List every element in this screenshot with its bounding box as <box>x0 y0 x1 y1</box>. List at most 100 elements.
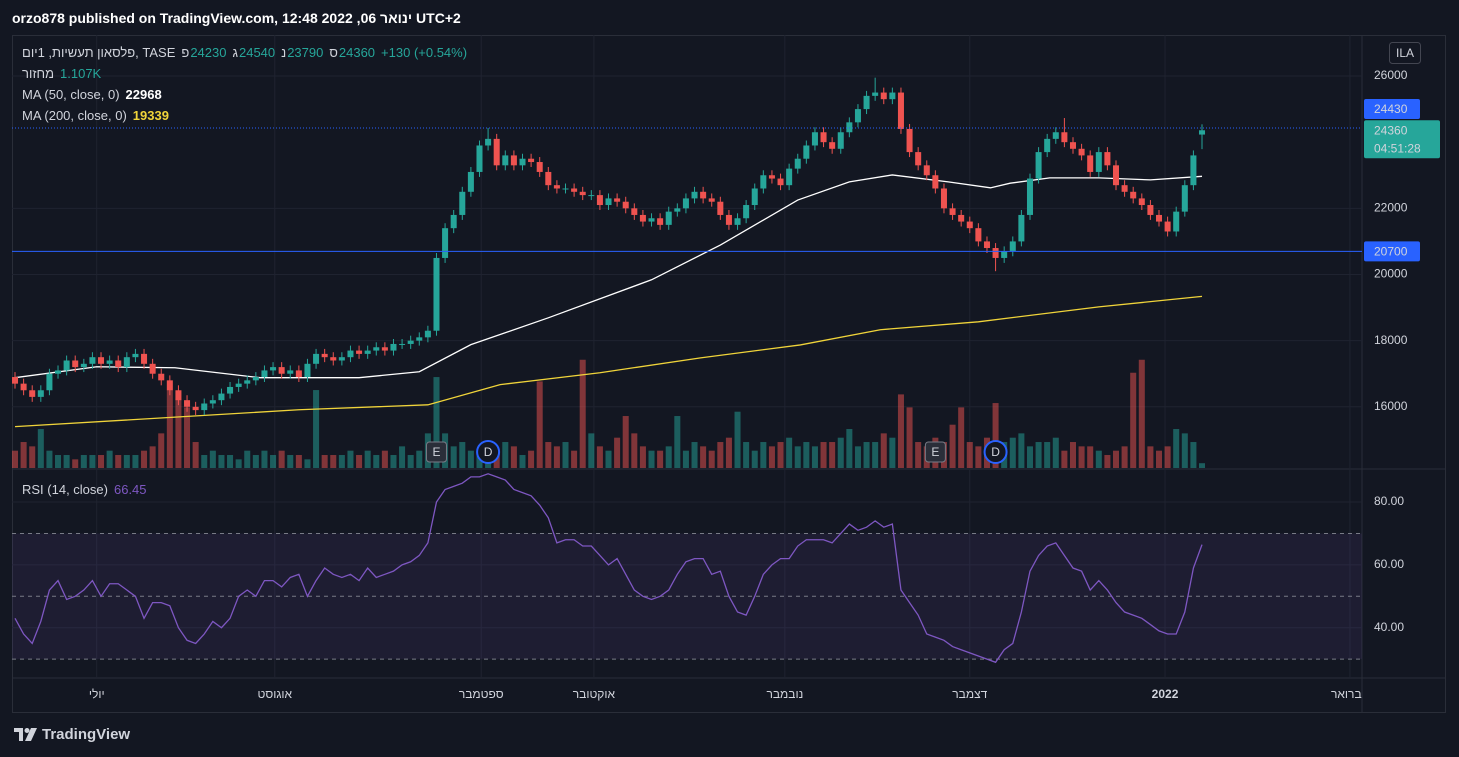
x-tick-label: ספטמבר <box>459 687 504 701</box>
volume-bar <box>734 411 741 468</box>
price-tag-label: 24430 <box>1374 102 1408 116</box>
candle-body <box>1052 132 1059 139</box>
volume-row: מחזור 1.107K <box>22 63 467 84</box>
candle-body <box>184 400 191 407</box>
candle-body <box>20 383 27 391</box>
logo <box>14 728 37 741</box>
chart-frame <box>12 35 1446 713</box>
event-marker <box>425 441 447 463</box>
volume-bar <box>80 455 87 468</box>
candle-body <box>536 162 543 172</box>
volume-bar <box>889 437 896 468</box>
candle-body <box>1026 178 1033 215</box>
candle-body <box>347 350 354 358</box>
candle-body <box>313 353 320 364</box>
volume-bar <box>743 442 750 468</box>
volume-bar <box>958 407 965 468</box>
y-tick-label: 20000 <box>1374 267 1408 281</box>
candle-body <box>1018 214 1025 242</box>
volume-bar <box>1087 446 1094 468</box>
volume-bar <box>786 437 793 468</box>
candle-body <box>424 330 431 338</box>
volume-bar <box>966 442 973 468</box>
ma-name: MA (50, close, 0) <box>22 87 120 102</box>
rsi-row: RSI (14, close) 66.45 <box>22 479 147 500</box>
volume-value: 1.107K <box>60 66 102 81</box>
volume-bar <box>674 416 681 468</box>
price-tag-label: 20700 <box>1374 245 1408 259</box>
volume-bar <box>605 450 612 468</box>
candle-body <box>459 191 466 215</box>
candle-body <box>175 390 182 401</box>
volume-bar <box>553 446 560 468</box>
candle-body <box>338 357 345 361</box>
candle-body <box>1190 155 1197 186</box>
volume-bar <box>1138 359 1145 468</box>
candle-body <box>218 393 225 401</box>
candle-body <box>321 353 328 358</box>
volume-bar <box>252 455 259 468</box>
candle-body <box>227 386 234 394</box>
ohlc-value: 24540 <box>238 45 276 60</box>
price-legend: פלסאון תעשיות, 1יום, TASE פ 24230 ג 24540 … <box>22 42 467 126</box>
ohlc: ג 24540 <box>232 42 275 63</box>
candle-body <box>562 188 569 190</box>
candle-body <box>364 350 371 354</box>
candle-body <box>261 370 268 378</box>
ohlc-value: 24230 <box>190 45 227 60</box>
candle-body <box>725 214 732 225</box>
candle-body <box>295 370 302 378</box>
rsi-pane <box>12 473 1362 664</box>
candle-body <box>304 363 311 378</box>
volume-bar <box>141 450 148 468</box>
candle-body <box>1078 148 1085 156</box>
candle-body <box>1001 251 1008 258</box>
volume-bar <box>682 450 689 468</box>
candle-body <box>270 367 277 371</box>
candle-body <box>115 360 122 368</box>
volume-bar <box>37 429 44 468</box>
symbol-row: פלסאון תעשיות, 1יום, TASE פ 24230 ג 24540 … <box>22 42 467 63</box>
volume-bar <box>1173 429 1180 468</box>
candle-body <box>915 152 922 166</box>
candle-body <box>545 171 552 186</box>
symbol: פלסאון תעשיות, 1יום, TASE <box>22 45 176 60</box>
price-axis: 16000 18000 20000 22000 26000 40.00 60.00 80.00… <box>1364 42 1440 634</box>
volume-bar <box>1147 446 1154 468</box>
candle-body <box>940 188 947 209</box>
volume-bar <box>1035 442 1042 468</box>
volume-bar <box>1078 446 1085 468</box>
candle-body <box>932 175 939 189</box>
candle-body <box>992 248 999 258</box>
candle-body <box>966 221 973 229</box>
volume-bar <box>476 455 483 468</box>
candle-body <box>553 185 560 189</box>
candle-body <box>209 400 216 404</box>
volume-bar <box>356 455 363 468</box>
volume-bar <box>338 455 345 468</box>
volume-bar <box>510 446 517 468</box>
volume-bar <box>614 437 621 468</box>
ma-line <box>14 174 1203 379</box>
volume-bar <box>631 433 638 468</box>
price-tag <box>1364 241 1420 262</box>
event-marker <box>476 440 501 464</box>
volume-bar <box>321 455 328 468</box>
volume-bar <box>725 437 732 468</box>
candle-body <box>622 201 629 209</box>
volume-bar <box>760 442 767 468</box>
event-label: D <box>991 445 1000 459</box>
ma-name: MA (200, close, 0) <box>22 108 127 123</box>
candle-body <box>691 191 698 199</box>
candle-body <box>244 380 251 384</box>
candle-body <box>158 373 165 381</box>
volume-bar <box>665 446 672 468</box>
ohlc: ס 24360 <box>329 42 375 63</box>
rsi-value: 66.45 <box>113 482 147 497</box>
candle-body <box>63 360 70 371</box>
y-tick-label: 18000 <box>1374 333 1408 347</box>
candle-body <box>192 406 199 411</box>
candle-body <box>734 218 741 225</box>
candle-body <box>1095 152 1102 172</box>
x-tick-label: דצמבר <box>952 687 987 701</box>
